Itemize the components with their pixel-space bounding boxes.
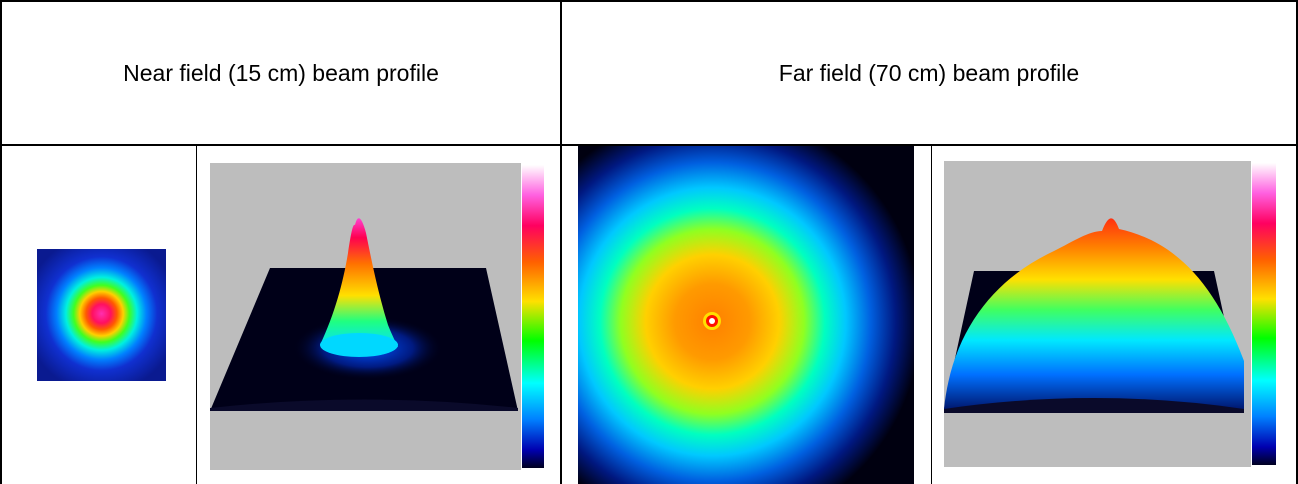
near-field-3d-plot: [210, 163, 546, 470]
near-field-spot-icon: [37, 249, 166, 381]
table-border-right: [1296, 0, 1298, 484]
far-field-header: Far field (70 cm) beam profile: [778, 59, 1080, 86]
near-field-subdivider: [196, 146, 197, 484]
far-field-subdivider: [931, 146, 932, 484]
table-header-divider: [0, 144, 1298, 146]
table-border-top: [0, 0, 1298, 2]
near-field-3d-surface: [210, 163, 546, 470]
near-field-header: Near field (15 cm) beam profile: [123, 59, 439, 86]
far-field-3d-plot: [944, 161, 1278, 467]
far-field-3d-surface: [944, 161, 1278, 467]
far-field-spot-icon: [578, 146, 914, 484]
near-field-spot-image: [37, 249, 166, 381]
table-border-left: [0, 0, 2, 484]
table-column-divider: [560, 0, 562, 484]
far-field-spot-image: [578, 146, 914, 484]
